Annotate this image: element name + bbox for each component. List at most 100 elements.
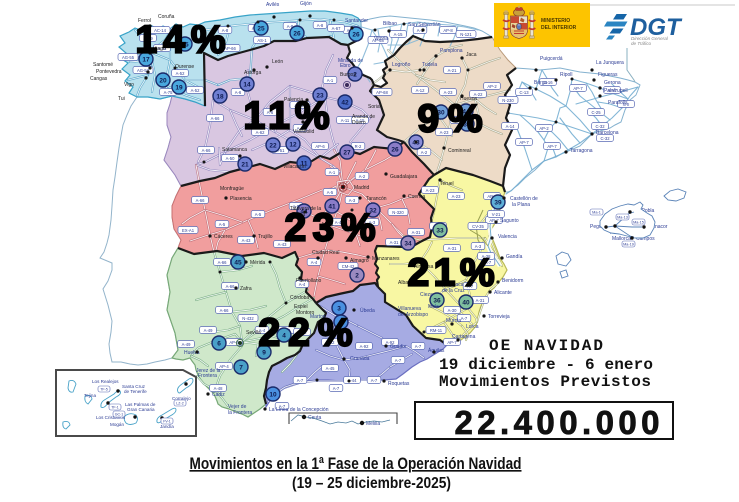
svg-text:Madrid: Madrid <box>354 185 370 191</box>
svg-text:Cáceres: Cáceres <box>214 234 233 240</box>
svg-text:Vitoria: Vitoria <box>374 36 388 42</box>
svg-text:AP-7: AP-7 <box>573 86 583 91</box>
svg-text:Murcia: Murcia <box>446 318 461 324</box>
svg-text:AP-7: AP-7 <box>487 194 497 199</box>
svg-text:Huelva: Huelva <box>184 350 200 356</box>
svg-text:Parafolls: Parafolls <box>608 100 628 106</box>
svg-text:18: 18 <box>216 93 224 100</box>
svg-text:Tui: Tui <box>118 96 125 102</box>
svg-text:AG-53: AG-53 <box>137 68 150 73</box>
svg-text:Mula: Mula <box>428 304 439 310</box>
svg-text:Melilla: Melilla <box>366 421 380 427</box>
svg-text:N-432: N-432 <box>242 316 254 321</box>
svg-text:La Junquera: La Junquera <box>596 60 624 66</box>
svg-text:44: 44 <box>462 108 470 115</box>
svg-text:A-62: A-62 <box>256 130 266 135</box>
svg-text:Caravaca: Caravaca <box>442 282 464 288</box>
svg-text:AG-55: AG-55 <box>122 55 135 60</box>
svg-text:23%: 23% <box>285 207 376 250</box>
svg-text:A-31: A-31 <box>448 246 458 251</box>
svg-text:A-31: A-31 <box>412 230 422 235</box>
svg-text:A-15: A-15 <box>356 118 366 123</box>
svg-text:A-22: A-22 <box>474 92 484 97</box>
svg-text:A-23: A-23 <box>444 90 454 95</box>
svg-text:Puertollano: Puertollano <box>296 278 322 284</box>
svg-text:Sagunto: Sagunto <box>500 218 519 224</box>
svg-text:Corralejo: Corralejo <box>172 396 191 401</box>
svg-text:Jerez de la: Jerez de la <box>196 368 221 374</box>
svg-text:Peguera: Peguera <box>590 224 609 230</box>
svg-text:25: 25 <box>257 25 265 32</box>
svg-text:A-66: A-66 <box>211 116 221 121</box>
svg-text:San Sebastián: San Sebastián <box>408 22 441 28</box>
svg-text:A-30: A-30 <box>448 308 458 313</box>
svg-text:Águilas: Águilas <box>428 347 445 354</box>
svg-text:Gijón: Gijón <box>300 1 312 7</box>
svg-text:A-92: A-92 <box>360 344 370 349</box>
svg-text:Mogán: Mogán <box>110 422 124 427</box>
svg-text:AP-2: AP-2 <box>487 84 497 89</box>
svg-text:7: 7 <box>239 364 243 371</box>
svg-text:26: 26 <box>293 30 301 37</box>
svg-text:Reina: Reina <box>292 212 305 218</box>
svg-text:AP-7: AP-7 <box>489 218 499 223</box>
svg-text:AP-66: AP-66 <box>224 46 236 51</box>
svg-text:Roquetas: Roquetas <box>388 381 410 387</box>
svg-text:Campos: Campos <box>636 236 655 242</box>
svg-text:A-1: A-1 <box>417 28 424 33</box>
svg-text:34: 34 <box>404 240 412 247</box>
svg-text:Almagro: Almagro <box>350 258 369 264</box>
svg-text:Benidorm: Benidorm <box>502 278 523 284</box>
svg-text:A-44: A-44 <box>348 378 358 383</box>
svg-text:Plasencia: Plasencia <box>230 196 252 202</box>
svg-text:Ebro: Ebro <box>340 63 351 69</box>
svg-text:DEL INTERIOR: DEL INTERIOR <box>541 25 577 31</box>
svg-text:A-5: A-5 <box>327 190 334 195</box>
svg-text:2: 2 <box>355 272 359 279</box>
svg-text:Dirección General: Dirección General <box>631 36 669 41</box>
svg-text:A-5: A-5 <box>219 222 226 227</box>
svg-text:Teruel: Teruel <box>440 181 454 187</box>
svg-text:Puigcerdá: Puigcerdá <box>540 56 563 62</box>
svg-text:14: 14 <box>243 81 251 88</box>
svg-text:AP-68: AP-68 <box>376 90 388 95</box>
svg-text:45: 45 <box>234 259 242 266</box>
svg-text:A-3: A-3 <box>349 198 356 203</box>
svg-text:A-2: A-2 <box>359 174 366 179</box>
svg-text:Barcelona: Barcelona <box>596 130 619 136</box>
svg-text:Movimientos Previstos: Movimientos Previstos <box>439 373 651 391</box>
svg-text:A-49: A-49 <box>182 342 192 347</box>
svg-text:Manzanares: Manzanares <box>372 256 400 262</box>
svg-text:A-31: A-31 <box>390 240 400 245</box>
svg-text:RM-11: RM-11 <box>430 328 443 333</box>
svg-text:A-38: A-38 <box>482 254 492 259</box>
svg-text:Berga: Berga <box>534 80 548 86</box>
svg-text:10: 10 <box>269 391 277 398</box>
svg-text:Montoro: Montoro <box>296 310 315 316</box>
svg-text:9: 9 <box>262 349 266 356</box>
svg-text:A-6: A-6 <box>235 90 242 95</box>
svg-text:Duero: Duero <box>352 120 366 126</box>
svg-text:33: 33 <box>436 227 444 234</box>
svg-text:V-21: V-21 <box>492 212 501 217</box>
svg-text:Astorga: Astorga <box>244 70 261 76</box>
svg-text:Santiago: Santiago <box>146 46 166 52</box>
svg-text:C-13: C-13 <box>519 90 529 95</box>
svg-text:Trujillo: Trujillo <box>258 234 273 240</box>
svg-text:A-31: A-31 <box>476 298 486 303</box>
svg-text:A-1: A-1 <box>329 170 336 175</box>
svg-text:N-II: N-II <box>623 102 630 107</box>
svg-text:La Línea de la Concepción: La Línea de la Concepción <box>269 407 329 413</box>
svg-text:Cominreal: Cominreal <box>448 148 471 154</box>
svg-text:A-43: A-43 <box>242 238 252 243</box>
svg-text:A-52: A-52 <box>176 71 186 76</box>
svg-text:Martos: Martos <box>310 314 326 320</box>
svg-text:A-49: A-49 <box>204 328 214 333</box>
svg-text:Almansa: Almansa <box>414 264 434 270</box>
svg-text:A-4: A-4 <box>335 220 342 225</box>
svg-text:Valencia: Valencia <box>498 234 517 240</box>
svg-text:Mérida: Mérida <box>250 260 266 266</box>
svg-text:AP-9: AP-9 <box>143 36 153 41</box>
svg-text:A-23: A-23 <box>452 194 462 199</box>
svg-text:A-3: A-3 <box>475 244 482 249</box>
